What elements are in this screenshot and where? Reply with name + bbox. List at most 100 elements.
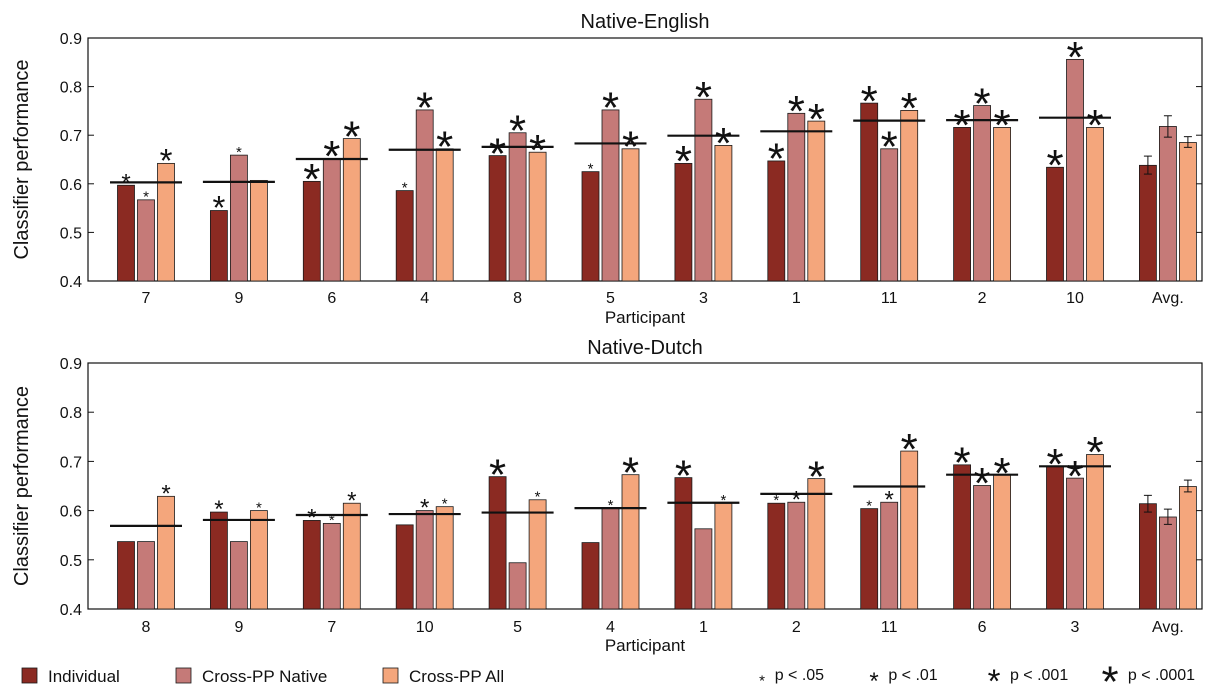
bar-cross_pp_native bbox=[1159, 516, 1177, 610]
bar-individual bbox=[395, 190, 414, 282]
y-tick-label: 0.6 bbox=[60, 504, 82, 521]
bar-cross_pp_native bbox=[508, 562, 527, 610]
x-tick-label: 11 bbox=[881, 290, 898, 307]
significance-star: * bbox=[489, 129, 506, 178]
bar-cross_pp_all bbox=[1179, 486, 1197, 610]
bar-group-Avg.: Avg. bbox=[1139, 115, 1197, 307]
y-tick-label: 0.9 bbox=[60, 31, 82, 48]
significance-legend-2: * p < .01 bbox=[869, 667, 937, 695]
legend-label: Cross-PP Native bbox=[202, 667, 327, 686]
y-tick-label: 0.6 bbox=[60, 177, 82, 194]
significance-legend-3: * p < .001 bbox=[988, 663, 1069, 695]
bar-cross_pp_native bbox=[880, 148, 899, 282]
significance-star: * bbox=[1066, 33, 1083, 82]
legend-item-cross_pp_all: Cross-PP All bbox=[382, 667, 504, 686]
significance-star: * bbox=[808, 452, 825, 501]
significance-star: * bbox=[602, 84, 619, 133]
bar-cross_pp_native bbox=[1066, 477, 1084, 610]
significance-star: * bbox=[143, 189, 149, 206]
bar-cross_pp_native bbox=[137, 541, 155, 610]
bar-cross_pp_all bbox=[807, 120, 826, 282]
bar-cross_pp_all bbox=[157, 495, 175, 610]
plot-frame bbox=[87, 37, 1203, 282]
bar-cross_pp_all bbox=[435, 506, 454, 610]
x-tick-label: 3 bbox=[1071, 619, 1080, 636]
legend-swatch bbox=[21, 667, 38, 684]
bar-individual bbox=[767, 502, 786, 610]
x-tick-label: 9 bbox=[234, 290, 243, 307]
x-tick-label: 7 bbox=[142, 290, 151, 307]
bar-group-8: 8* * * bbox=[481, 106, 554, 307]
bar-cross_pp_native bbox=[322, 522, 341, 610]
significance-star: * bbox=[489, 450, 506, 499]
bar-cross_pp_all bbox=[714, 502, 733, 610]
significance-legend-4: * p < .0001 bbox=[1101, 658, 1195, 695]
bar-group-7: 7*** bbox=[110, 142, 182, 307]
y-tick-label: 0.5 bbox=[60, 553, 82, 570]
bar-group-2: 2 * * * bbox=[760, 452, 833, 636]
bar-cross_pp_native bbox=[694, 98, 713, 282]
significance-star: * bbox=[416, 84, 433, 133]
y-tick-label: 0.9 bbox=[60, 356, 82, 373]
bar-cross_pp_all bbox=[1179, 142, 1197, 282]
bar-cross_pp_native bbox=[787, 501, 806, 610]
bar-individual bbox=[767, 160, 786, 282]
bar-cross_pp_all bbox=[249, 510, 268, 610]
significance-star: * bbox=[885, 486, 894, 513]
bar-cross_pp_native bbox=[415, 109, 434, 282]
significance-label: p < .01 bbox=[888, 667, 937, 684]
plot-frame bbox=[87, 362, 1203, 610]
significance-star: * bbox=[588, 160, 594, 177]
significance-star: * bbox=[622, 448, 639, 497]
significance-star: * bbox=[160, 142, 173, 179]
x-tick-label: Avg. bbox=[1152, 619, 1184, 636]
chart-title: Native-English bbox=[581, 11, 710, 33]
bar-individual bbox=[209, 511, 228, 610]
bar-cross_pp_native bbox=[973, 485, 991, 610]
bar-group-8: 8* bbox=[110, 480, 182, 636]
chart-panel-1: Native-English 0.4 0.5 0.6 0.7 0.8 0.9 Classifi… bbox=[11, 11, 1203, 327]
x-tick-label: 5 bbox=[606, 290, 615, 307]
x-tick-label: 3 bbox=[699, 290, 708, 307]
bar-group-11: 11 * * * bbox=[853, 425, 926, 636]
significance-star: * bbox=[1101, 658, 1118, 695]
chart-title: Native-Dutch bbox=[587, 337, 703, 359]
bar-cross_pp_native bbox=[1159, 126, 1177, 282]
significance-label: p < .001 bbox=[1010, 667, 1068, 684]
bar-group-3: 3*** bbox=[667, 73, 740, 307]
significance-star: * bbox=[608, 497, 614, 514]
bar-cross_pp_all bbox=[528, 151, 547, 282]
x-tick-label: 2 bbox=[792, 619, 801, 636]
x-tick-label: 10 bbox=[1066, 290, 1084, 307]
bar-individual bbox=[860, 102, 879, 282]
y-tick-label: 0.4 bbox=[60, 602, 82, 619]
significance-star: * bbox=[420, 495, 429, 522]
significance-star: * bbox=[214, 496, 223, 523]
chart-panels: Native-English 0.4 0.5 0.6 0.7 0.8 0.9 Classifi… bbox=[11, 11, 1203, 655]
bar-cross_pp_native bbox=[229, 541, 248, 610]
y-axis-label: Classifier performance bbox=[11, 386, 33, 586]
x-tick-label: 2 bbox=[978, 290, 987, 307]
significance-star: * bbox=[792, 486, 801, 513]
bar-cross_pp_native bbox=[1066, 58, 1084, 282]
bar-group-1: 1 * * bbox=[667, 451, 740, 636]
bar-cross_pp_native bbox=[229, 154, 248, 282]
significance-star: * bbox=[695, 73, 712, 122]
bar-group-4: 4*** bbox=[388, 84, 461, 307]
bar-cross_pp_all bbox=[249, 179, 268, 282]
significance-star: * bbox=[773, 492, 779, 509]
significance-star: * bbox=[1046, 141, 1063, 190]
x-axis-label: Participant bbox=[605, 308, 686, 327]
significance-star: * bbox=[881, 123, 898, 172]
bar-individual bbox=[117, 184, 135, 282]
significance-star: * bbox=[974, 459, 991, 508]
x-tick-label: 5 bbox=[513, 619, 522, 636]
bar-group-2: 2* * * bbox=[946, 79, 1019, 307]
significance-star: * bbox=[307, 505, 316, 532]
bar-individual bbox=[488, 476, 507, 610]
significance-star: * bbox=[974, 79, 991, 128]
legend-swatch bbox=[382, 667, 399, 684]
legend-swatch bbox=[175, 667, 192, 684]
significance-star: * bbox=[256, 499, 262, 516]
significance-star: * bbox=[988, 663, 1001, 695]
